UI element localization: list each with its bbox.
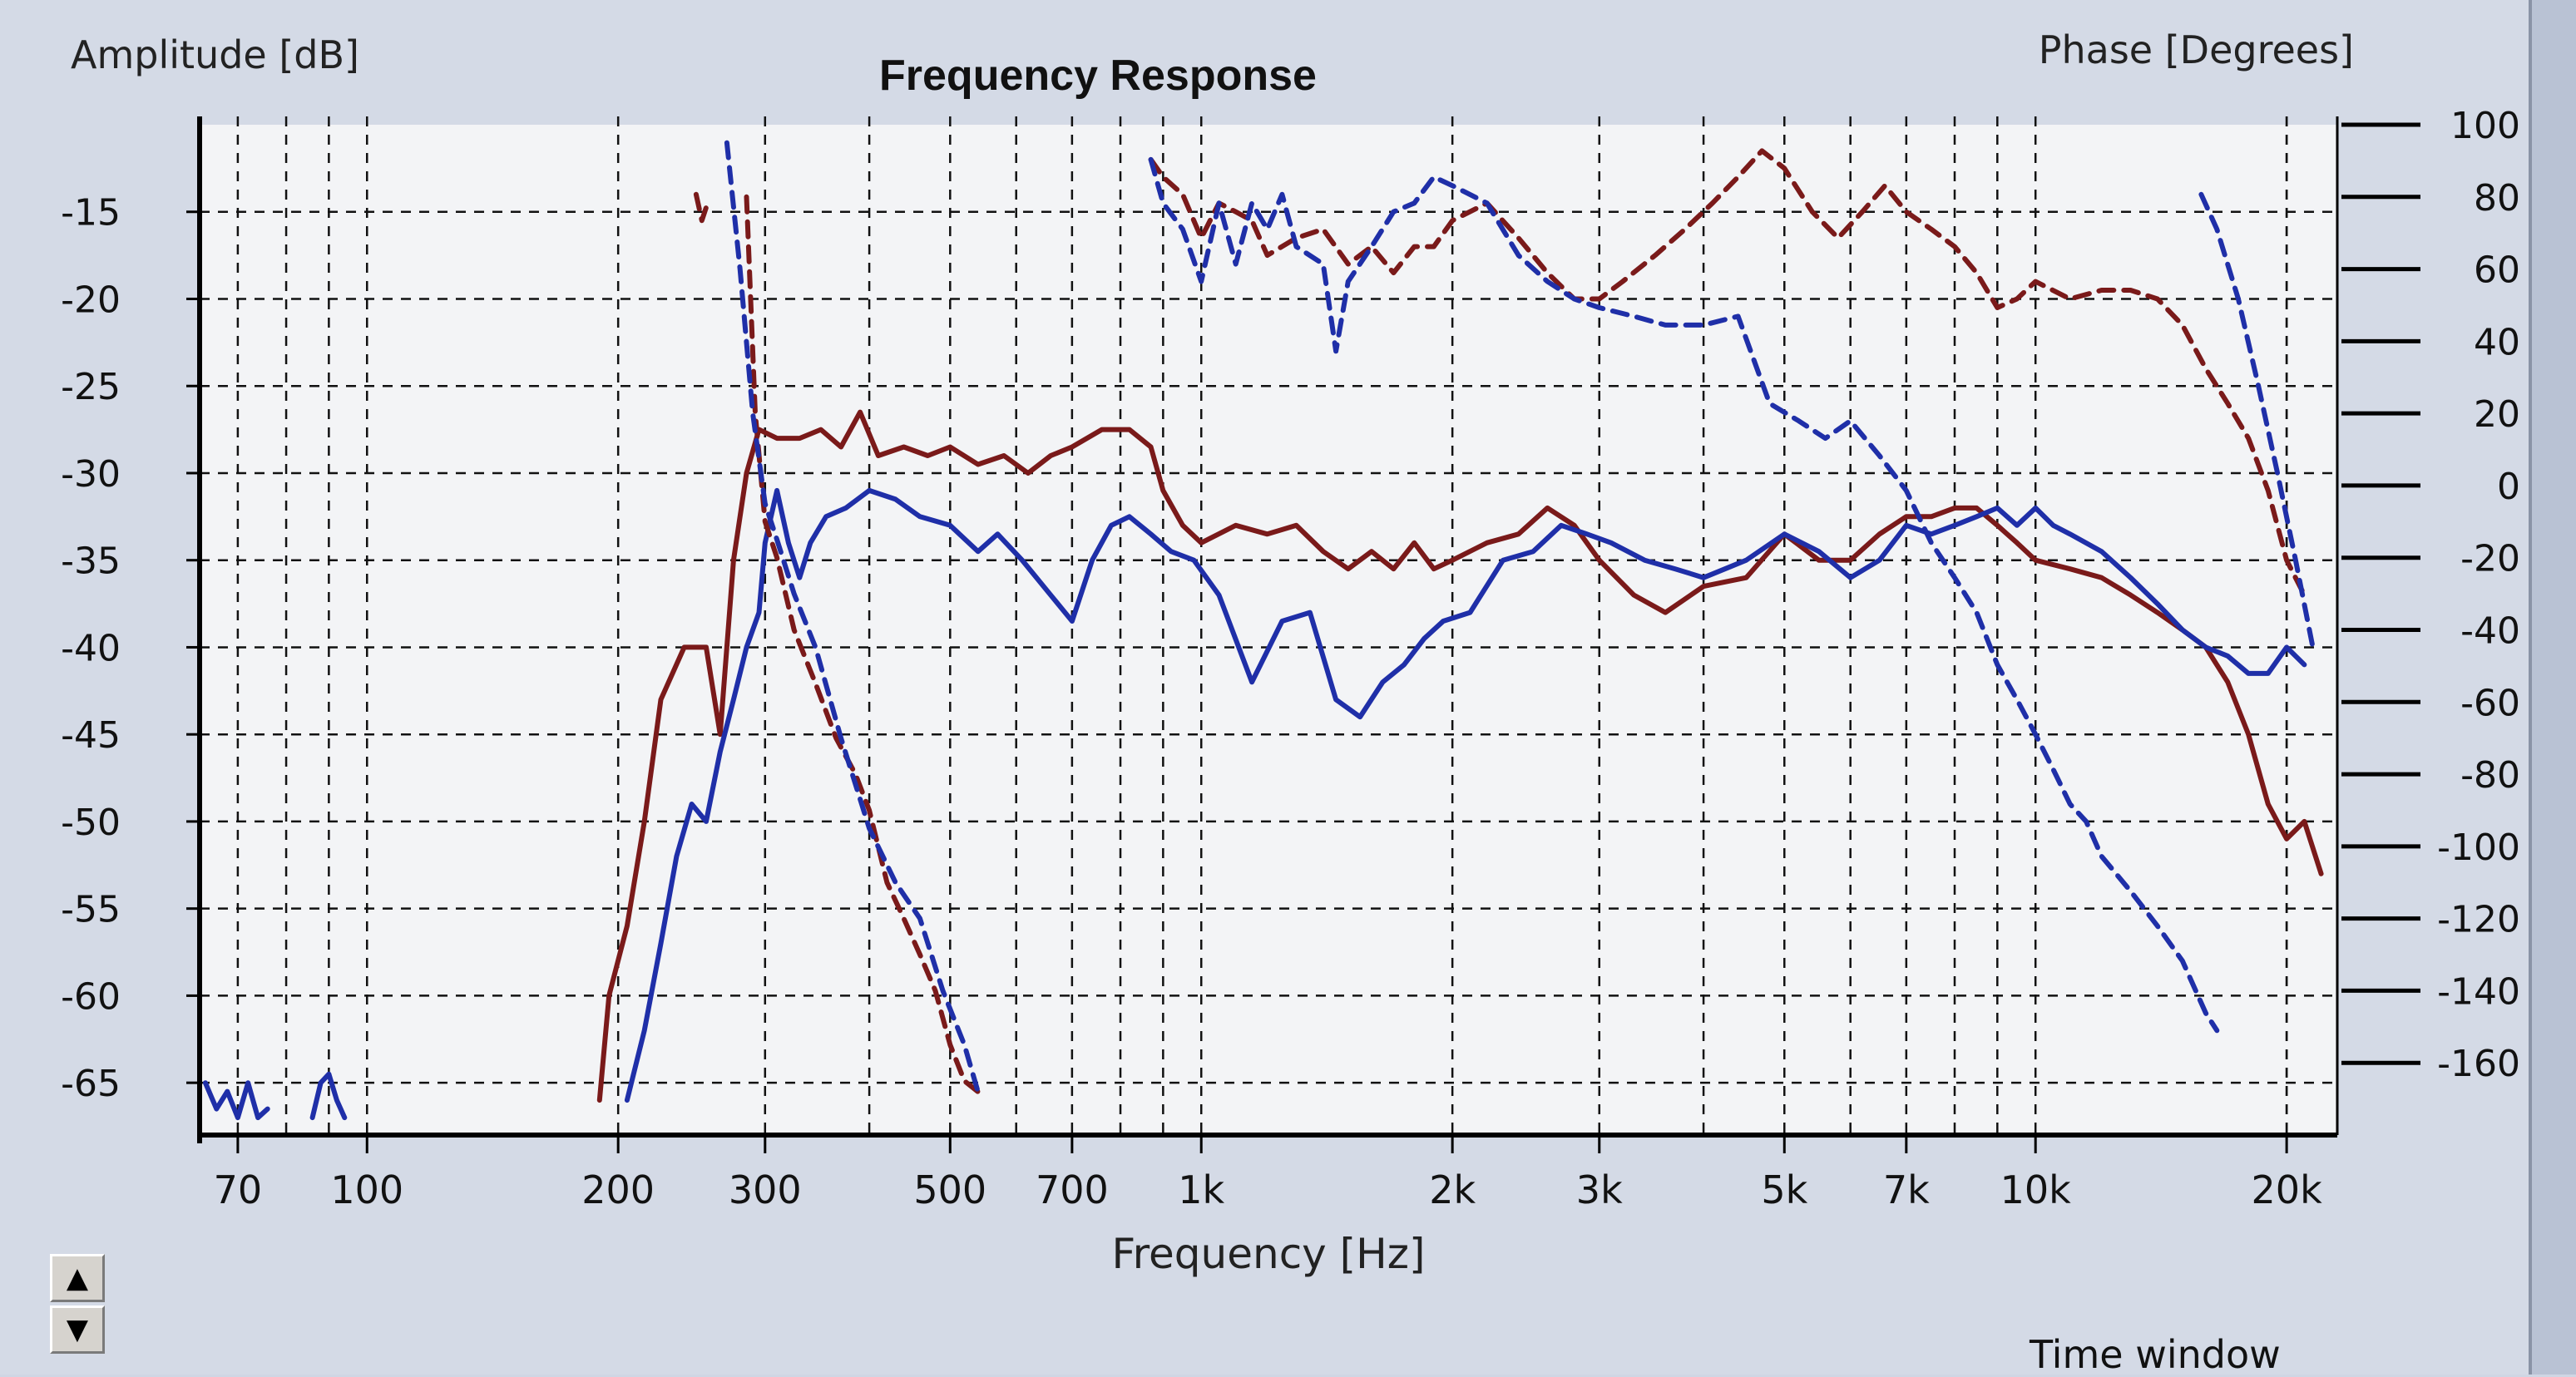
chart-title: Frequency Response	[879, 52, 1317, 100]
x-tick-label: 700	[1036, 1167, 1109, 1212]
series-line-7	[1148, 148, 2307, 598]
y-axis-left-label: Amplitude [dB]	[71, 32, 359, 77]
x-tick-label: 7k	[1883, 1167, 1930, 1212]
series-line-1	[624, 487, 2307, 1103]
x-tick-label: 2k	[1429, 1167, 1476, 1212]
y-right-tick-label: -80	[2460, 754, 2520, 797]
y-right-tick-label: 0	[2497, 466, 2520, 508]
y-right-tick-label: 80	[2474, 177, 2520, 220]
y-right-tick-label: -20	[2460, 538, 2520, 580]
y-right-tick-label: -100	[2437, 827, 2520, 869]
y-left-tick-label: -65	[61, 1063, 121, 1105]
x-tick-label: 500	[913, 1167, 986, 1212]
series-line-8	[1148, 156, 2220, 1034]
x-tick-label: 20k	[2252, 1167, 2323, 1212]
arrow-up-icon: ▲	[66, 1261, 89, 1295]
axes	[186, 116, 2420, 1153]
y-right-tick-label: -40	[2460, 610, 2520, 653]
y-left-tick-label: -40	[61, 627, 121, 669]
y-left-tick-label: -45	[61, 714, 121, 757]
x-tick-label: 300	[729, 1167, 802, 1212]
x-tick-label: 200	[581, 1167, 655, 1212]
y-left-tick-label: -20	[61, 279, 121, 321]
y-left-tick-label: -30	[61, 453, 121, 496]
series-line-0	[596, 409, 2324, 1103]
y-right-tick-label: -60	[2460, 682, 2520, 724]
x-axis-label: Frequency [Hz]	[1111, 1230, 1425, 1278]
arrow-down-icon: ▼	[66, 1313, 89, 1346]
y-left-tick-label: -15	[61, 192, 121, 234]
y-axis-right-label: Phase [Degrees]	[2039, 27, 2354, 72]
scroll-up-button[interactable]: ▲	[50, 1254, 105, 1302]
y-right-tick-label: -140	[2437, 970, 2520, 1013]
y-right-tick-label: -120	[2437, 899, 2520, 941]
y-right-tick-label: 60	[2474, 249, 2520, 292]
y-left-tick-label: -50	[61, 802, 121, 844]
series-line-4	[744, 194, 981, 1094]
y-left-tick-label: -35	[61, 540, 121, 583]
x-tick-label: 1k	[1178, 1167, 1224, 1212]
tick-labels: 70 100 200 300 500 700 1k 2k 3k 5k 7k 10k 20k-15-20-…	[61, 105, 2520, 1212]
x-tick-label: 10k	[2000, 1167, 2072, 1212]
series-line-3	[309, 1071, 348, 1121]
y-left-tick-label: -25	[61, 366, 121, 408]
series-line-2	[202, 1080, 270, 1121]
scroll-down-button[interactable]: ▼	[50, 1305, 105, 1354]
series-lines	[202, 140, 2324, 1121]
x-tick-label: 3k	[1576, 1167, 1623, 1212]
y-right-tick-label: 20	[2474, 393, 2520, 436]
x-tick-label: 5k	[1761, 1167, 1807, 1212]
plot-area	[200, 125, 2337, 1135]
y-right-tick-label: -160	[2437, 1043, 2520, 1085]
window-edge	[2529, 0, 2576, 1375]
x-tick-label: 70	[214, 1167, 263, 1212]
y-right-tick-label: 40	[2474, 321, 2520, 363]
y-left-tick-label: -60	[61, 975, 121, 1018]
time-window-label: Time window	[2030, 1332, 2281, 1377]
y-right-tick-label: 100	[2450, 105, 2520, 147]
series-line-6	[724, 140, 981, 1094]
series-line-9	[2198, 191, 2316, 650]
x-tick-label: 100	[330, 1167, 403, 1212]
y-left-tick-label: -55	[61, 889, 121, 931]
series-line-5	[693, 191, 710, 224]
